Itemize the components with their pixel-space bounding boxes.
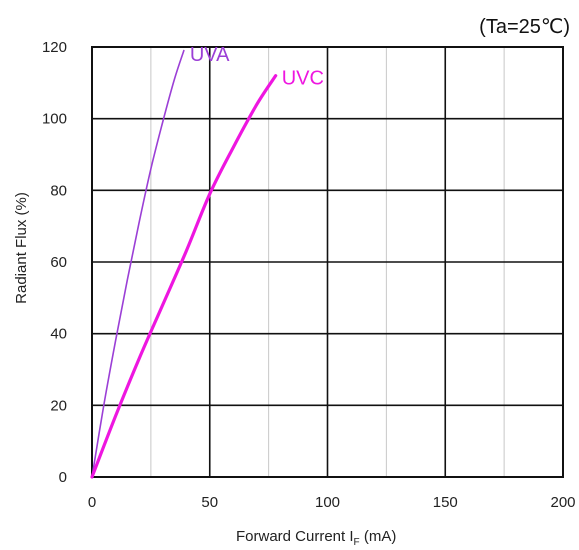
x-tick-label: 50 xyxy=(201,494,218,511)
y-tick-label: 120 xyxy=(42,39,67,56)
y-tick-label: 0 xyxy=(59,469,67,486)
series-label-uvc: UVC xyxy=(282,68,324,90)
series-labels: UVA UVC xyxy=(190,44,324,89)
series-line-uva xyxy=(91,49,185,478)
series-lines xyxy=(90,49,278,479)
x-axis-label-main: Forward Current I xyxy=(236,528,354,545)
x-tick-labels: 0 50 100 150 200 xyxy=(88,494,576,511)
y-axis-label: Radiant Flux (%) xyxy=(13,192,30,304)
x-tick-label: 0 xyxy=(88,494,96,511)
series-label-uva: UVA xyxy=(190,44,230,66)
condition-label: (Ta=25℃) xyxy=(479,16,570,38)
plot-frame xyxy=(91,46,564,478)
x-axis-label-subscript: F xyxy=(354,537,360,548)
y-tick-label: 80 xyxy=(50,182,67,199)
x-axis-label: Forward Current IF (mA) xyxy=(236,528,396,548)
x-tick-label: 200 xyxy=(550,494,575,511)
y-tick-labels: 0 20 40 60 80 100 120 xyxy=(42,39,67,486)
y-tick-label: 40 xyxy=(50,326,67,343)
grid xyxy=(92,47,563,477)
y-tick-label: 100 xyxy=(42,111,67,128)
x-axis-label-unit: (mA) xyxy=(360,528,397,545)
y-tick-label: 60 xyxy=(50,254,67,271)
x-tick-label: 150 xyxy=(433,494,458,511)
y-tick-label: 20 xyxy=(50,397,67,414)
x-tick-label: 100 xyxy=(315,494,340,511)
series-line-uvc xyxy=(90,74,278,479)
